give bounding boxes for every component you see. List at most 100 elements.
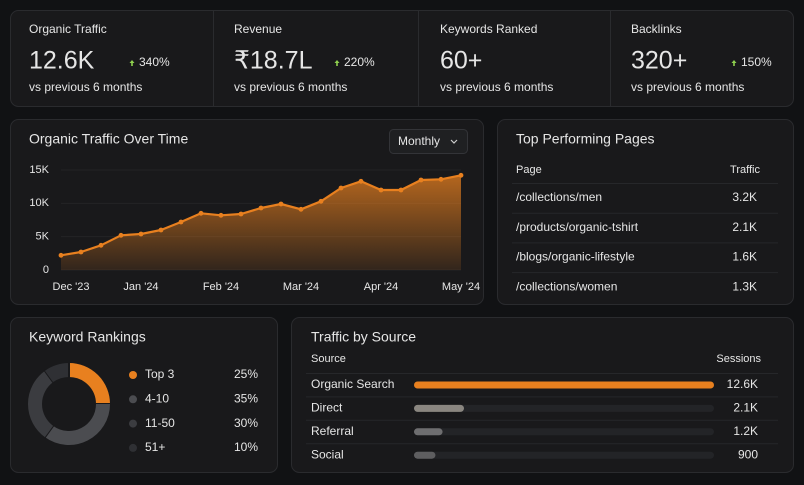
- bar-label: Social: [311, 447, 344, 461]
- kpi-value: 12.6K: [29, 47, 95, 75]
- table-cell: 1.3K: [732, 279, 757, 293]
- bar-label: Organic Search: [311, 377, 394, 391]
- kpi-note: vs previous 6 months: [29, 80, 142, 94]
- x-tick-label: May '24: [442, 281, 480, 293]
- bar: [414, 404, 464, 412]
- point: [218, 212, 224, 218]
- point: [118, 232, 124, 238]
- point: [358, 178, 364, 184]
- chart-title: Keyword Rankings: [29, 329, 146, 345]
- kpi-label: Backlinks: [631, 22, 682, 36]
- x-tick-label: Apr '24: [364, 281, 399, 293]
- table-cell: 3.2K: [732, 190, 757, 204]
- chart-title: Traffic by Source: [311, 329, 416, 345]
- bar-value: 900: [738, 447, 758, 461]
- period-dropdown[interactable]: Monthly: [389, 129, 468, 154]
- dropdown-label[interactable]: Monthly: [398, 134, 440, 148]
- table-cell: 1.6K: [732, 250, 757, 264]
- legend-dot: [129, 371, 137, 379]
- point: [238, 211, 244, 217]
- kpi-card: [10, 10, 794, 107]
- point: [318, 198, 324, 204]
- point: [378, 187, 384, 193]
- table-cell: /products/organic-tshirt: [516, 220, 639, 234]
- kpi-label: Organic Traffic: [29, 22, 107, 36]
- bar-label: Direct: [311, 401, 343, 415]
- bar-value: 1.2K: [733, 424, 758, 438]
- kpi-note: vs previous 6 months: [440, 80, 553, 94]
- point: [138, 231, 144, 237]
- kpi-note: vs previous 6 months: [631, 80, 744, 94]
- legend-dot: [129, 443, 137, 452]
- top-pages-card: [497, 119, 794, 305]
- legend-value: 10%: [234, 440, 258, 454]
- up-arrow: [129, 60, 135, 66]
- point: [398, 187, 404, 193]
- kpi-note: vs previous 6 months: [234, 80, 347, 94]
- point: [258, 205, 264, 211]
- y-tick-label: 15K: [29, 164, 49, 176]
- point: [58, 252, 64, 258]
- legend-dot: [129, 395, 137, 404]
- point: [438, 176, 444, 182]
- area: [61, 175, 461, 270]
- bar-track: [414, 428, 714, 436]
- point: [178, 219, 184, 225]
- column-header: Source: [311, 353, 346, 365]
- chart-title: Organic Traffic Over Time: [29, 131, 188, 147]
- kpi-label: Keywords Ranked: [440, 22, 537, 36]
- point: [158, 227, 164, 233]
- kpi-change: 340%: [139, 55, 170, 69]
- bar-label: Referral: [311, 424, 354, 438]
- legend-value: 35%: [234, 391, 258, 405]
- table-cell: 2.1K: [732, 220, 757, 234]
- table-cell: /blogs/organic-lifestyle: [516, 250, 635, 264]
- kpi-change: 220%: [344, 55, 375, 69]
- legend-label: 51+: [145, 440, 165, 454]
- bar-value: 2.1K: [733, 401, 758, 415]
- kpi-change: 150%: [741, 55, 772, 69]
- table-header: Traffic: [730, 164, 760, 176]
- legend-value: 30%: [234, 416, 258, 430]
- legend-label: Top 3: [145, 367, 175, 381]
- donut-segment: [68, 363, 110, 405]
- up-arrow: [731, 60, 737, 66]
- x-tick-label: Mar '24: [283, 281, 319, 293]
- legend-value: 25%: [234, 367, 258, 381]
- bar-track: [414, 451, 714, 459]
- legend-dot: [129, 419, 137, 428]
- x-tick-label: Dec '23: [53, 281, 90, 293]
- table-header: Page: [516, 164, 542, 176]
- kpi-value: 60+: [440, 47, 482, 75]
- bar: [414, 451, 436, 459]
- donut-segment: [28, 370, 54, 438]
- column-header: Sessions: [716, 353, 761, 365]
- point: [338, 185, 344, 191]
- point: [418, 177, 424, 183]
- point: [278, 201, 284, 207]
- x-tick-label: Jan '24: [123, 281, 158, 293]
- point: [298, 206, 304, 212]
- donut-segment: [44, 403, 110, 445]
- bar-track: [414, 404, 714, 412]
- x-tick-label: Feb '24: [203, 281, 239, 293]
- dropdown-box[interactable]: [389, 129, 468, 154]
- table-title: Top Performing Pages: [516, 131, 655, 147]
- bar: [414, 428, 443, 436]
- y-tick-label: 5K: [36, 231, 50, 243]
- chevron: [450, 139, 458, 144]
- kpi-label: Revenue: [234, 22, 282, 36]
- y-tick-label: 10K: [29, 197, 49, 209]
- table-cell: /collections/women: [516, 279, 617, 293]
- kpi-value: ₹18.7L: [234, 47, 313, 75]
- bar-value: 12.6K: [727, 377, 758, 391]
- legend-label: 11-50: [145, 416, 175, 430]
- bar: [414, 381, 714, 389]
- legend-label: 4-10: [145, 391, 169, 405]
- up-arrow: [334, 60, 340, 66]
- donut-segment: [44, 363, 70, 383]
- table-cell: /collections/men: [516, 190, 602, 204]
- point: [198, 210, 204, 216]
